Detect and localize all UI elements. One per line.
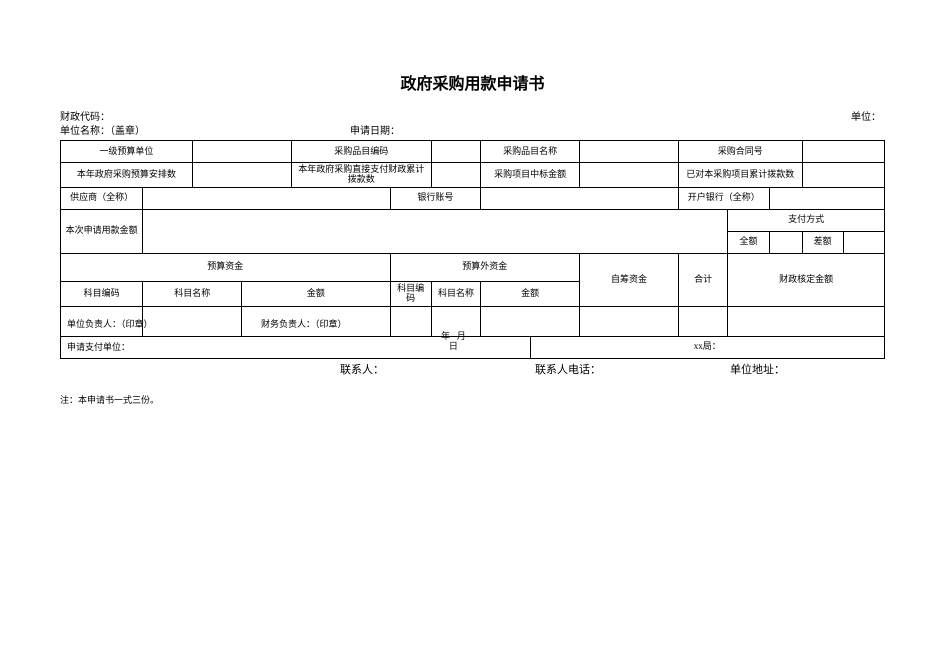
r2-c8	[802, 163, 884, 188]
r2-c3: 本年政府采购直接支付财政累计拨款数	[291, 163, 431, 188]
page-title: 政府采购用款申请书	[60, 70, 885, 94]
supplier-value	[143, 187, 390, 209]
budget-fund-label: 预算资金	[61, 253, 391, 281]
xx-bureau-block: xx局：	[530, 336, 884, 358]
r2-c4	[431, 163, 480, 188]
r1-c4	[431, 141, 480, 163]
diff-label: 差额	[802, 231, 843, 253]
apply-unit-block: 申请支付单位： 单位负责人：（印章） 财务负责人：（印章） 年 月日	[61, 336, 531, 358]
r1-c5: 采购品目名称	[481, 141, 580, 163]
r1-c3: 采购品目编码	[291, 141, 431, 163]
diff-value	[843, 231, 884, 253]
subj-code-2: 科目编码	[390, 281, 431, 306]
r1-c7: 采购合同号	[678, 141, 802, 163]
contact-tel-label: 联系人电话：	[495, 361, 690, 377]
footnote: 注：本申请书一式三份。	[60, 395, 885, 406]
this-apply-label: 本次申请用款金额	[61, 209, 143, 253]
unit-addr-label: 单位地址：	[690, 361, 885, 377]
supplier-label: 供应商（全称）	[61, 187, 143, 209]
subj-code-1: 科目编码	[61, 281, 143, 306]
amount-2: 金额	[481, 281, 580, 306]
full-label: 全额	[728, 231, 769, 253]
amount-1: 金额	[242, 281, 390, 306]
apply-date-label: 申请日期：	[350, 126, 510, 138]
pay-method-label: 支付方式	[728, 209, 885, 231]
data-subj-code-2	[390, 306, 431, 336]
total-label: 合计	[678, 253, 727, 306]
r2-c1: 本年政府采购预算安排数	[61, 163, 193, 188]
sig-date: 年 月日	[441, 332, 466, 352]
r2-c2	[192, 163, 291, 188]
data-self-fund	[580, 306, 679, 336]
unit-right-label: 单位：	[510, 112, 885, 124]
r1-c6	[580, 141, 679, 163]
xx-bureau-label: xx局：	[535, 342, 880, 352]
this-apply-value	[143, 209, 728, 253]
footer-contacts: 联系人： 联系人电话： 单位地址：	[60, 361, 885, 377]
r2-c5: 采购项目中标金额	[481, 163, 580, 188]
apply-pay-unit-label: 申请支付单位：	[67, 343, 130, 353]
open-bank-value	[769, 187, 884, 209]
fiscal-code-label: 财政代码：	[60, 112, 350, 124]
bank-acct-label: 银行账号	[390, 187, 481, 209]
extra-fund-label: 预算外资金	[390, 253, 580, 281]
data-fiscal-approved	[728, 306, 885, 336]
data-subj-name-1	[143, 306, 242, 336]
fiscal-approved-label: 财政核定金额	[728, 253, 885, 306]
unit-name-label: 单位名称：（盖章）	[60, 126, 350, 138]
data-amount-2	[481, 306, 580, 336]
r2-c7: 已对本采购项目累计拨款数	[678, 163, 802, 188]
self-fund-label: 自筹资金	[580, 253, 679, 306]
full-value	[769, 231, 802, 253]
r2-c6	[580, 163, 679, 188]
r1-c8	[802, 141, 884, 163]
unit-leader-label: 单位负责人：（印章）	[67, 320, 153, 330]
subj-name-1: 科目名称	[143, 281, 242, 306]
subj-name-2: 科目名称	[431, 281, 480, 306]
fin-leader-label: 财务负责人：（印章）	[261, 320, 347, 330]
application-form: 一级预算单位 采购品目编码 采购品目名称 采购合同号 本年政府采购预算安排数 本…	[60, 140, 885, 359]
r1-c1: 一级预算单位	[61, 141, 193, 163]
open-bank-label: 开户银行（全称）	[678, 187, 769, 209]
r1-c2	[192, 141, 291, 163]
bank-acct-value	[481, 187, 679, 209]
data-total	[678, 306, 727, 336]
contact-label: 联系人：	[60, 361, 495, 377]
